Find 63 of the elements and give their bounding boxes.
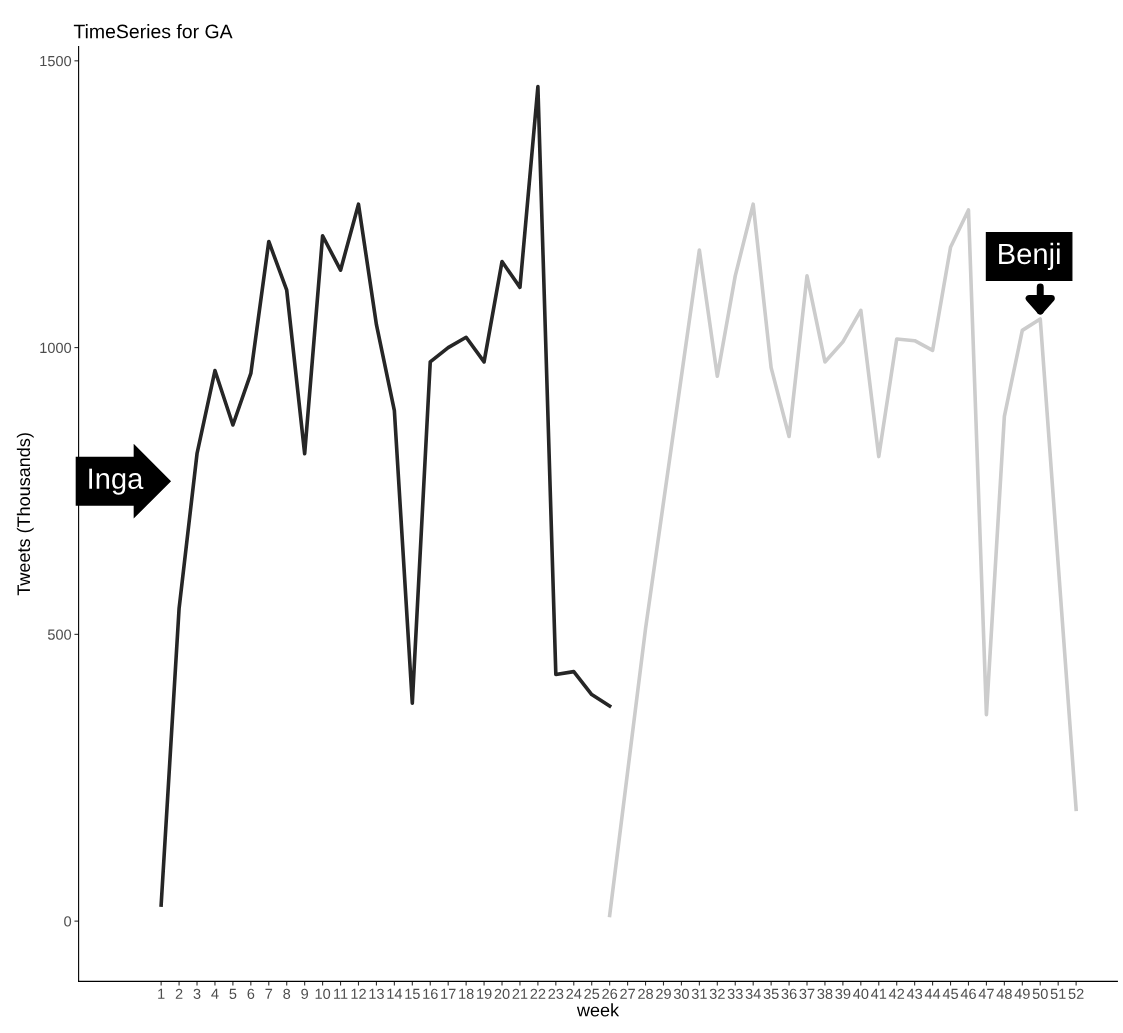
x-tick-label: 51	[1050, 988, 1066, 1000]
x-tick-label: 6	[247, 988, 255, 1000]
x-tick-label: 43	[906, 988, 923, 1000]
x-tick-label: 49	[1014, 988, 1030, 1000]
x-tick-label: 24	[566, 988, 582, 999]
x-tick-label: 29	[656, 988, 671, 1000]
x-tick-label: 1	[158, 988, 165, 999]
x-tick-label: 36	[781, 988, 797, 1000]
x-tick-label: 31	[691, 988, 707, 1000]
x-axis-title: week	[576, 1003, 620, 1017]
line-series	[159, 84, 612, 907]
x-tick-label: 34	[745, 988, 761, 1000]
x-tick-label: 28	[638, 988, 654, 1000]
x-tick-label: 17	[441, 988, 456, 999]
x-tick-label: 33	[727, 988, 743, 1000]
x-tick-label: 21	[512, 988, 528, 999]
y-tick-label: 0	[64, 916, 72, 927]
x-tick-label: 41	[871, 988, 887, 999]
x-tick-label: 19	[477, 988, 492, 1000]
x-tick-label: 48	[996, 988, 1012, 1000]
x-tick-label: 38	[817, 988, 833, 1000]
x-tick-label: 13	[369, 988, 384, 1000]
x-tick-label: 23	[548, 988, 564, 1000]
x-tick-label: 40	[853, 988, 869, 1000]
x-tick-label: 27	[620, 988, 635, 999]
x-tick-label: 12	[351, 988, 366, 999]
x-tick-label: 25	[584, 988, 600, 1000]
line-series	[607, 202, 1078, 918]
x-tick-label: 9	[301, 988, 309, 1000]
x-tick-label: 47	[978, 988, 994, 999]
x-tick-label: 14	[387, 988, 403, 999]
x-tick-label: 45	[942, 988, 959, 1000]
x-tick-label: 46	[960, 988, 976, 1000]
x-tick-label: 32	[709, 988, 725, 1000]
x-tick-label: 37	[799, 988, 815, 1000]
annotation: Inga	[89, 468, 144, 495]
x-tick-label: 35	[763, 988, 779, 1000]
x-tick-label: 3	[193, 988, 201, 1000]
x-tick-label: 8	[283, 988, 291, 1000]
x-tick-label: 18	[459, 988, 474, 1000]
x-tick-label: 42	[888, 988, 905, 999]
x-tick-label: 22	[530, 988, 546, 999]
x-tick-label: 20	[494, 988, 510, 1000]
x-tick-label: 26	[602, 988, 618, 1000]
x-tick-label: 44	[924, 988, 941, 999]
x-tick-label: 2	[175, 988, 183, 999]
x-tick-label: 11	[334, 988, 348, 999]
x-tick-label: 50	[1032, 988, 1048, 1000]
y-axis-title: Tweets (Thousands)	[16, 433, 34, 596]
x-tick-label: 7	[265, 988, 273, 999]
x-tick-label: 30	[673, 988, 689, 1000]
annotation: Benji	[999, 242, 1060, 271]
y-tick-label: 500	[47, 629, 72, 640]
x-tick-label: 39	[835, 988, 851, 1000]
x-tick-label: 16	[423, 988, 438, 1000]
x-tick-label: 52	[1068, 988, 1084, 1000]
y-tick-label: 1500	[40, 55, 72, 67]
chart-title: TimeSeries for GA	[73, 24, 233, 39]
x-tick-label: 4	[211, 988, 219, 999]
x-tick-label: 10	[315, 988, 331, 1000]
x-tick-label: 15	[405, 988, 420, 1000]
y-tick-label: 1000	[40, 342, 72, 354]
x-tick-label: 5	[229, 988, 237, 1000]
